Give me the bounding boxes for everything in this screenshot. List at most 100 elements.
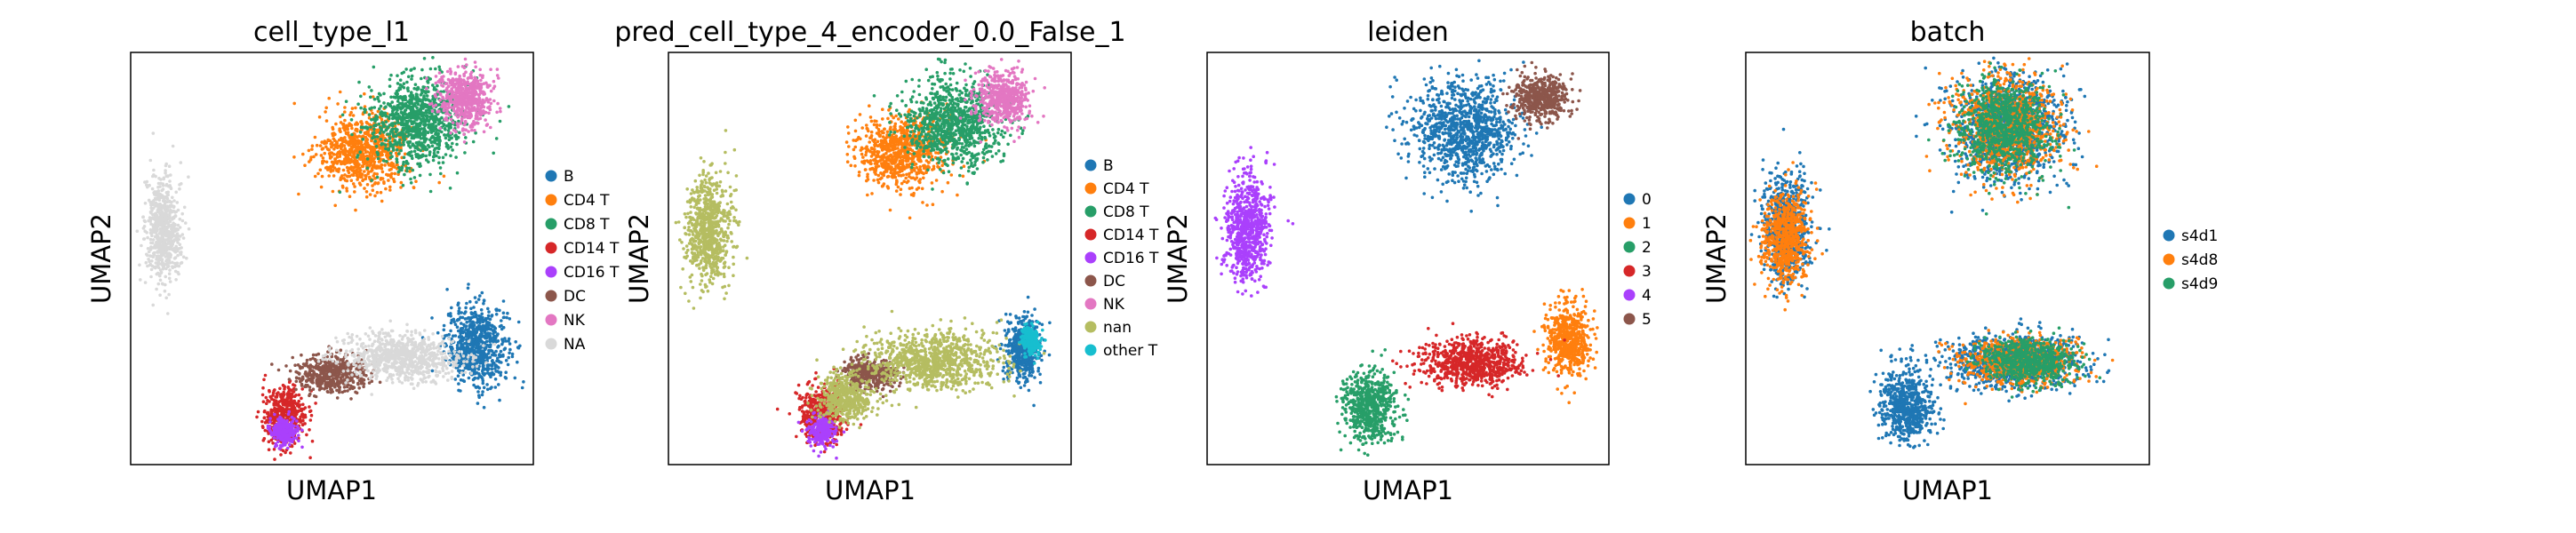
panel-title: cell_type_l1 bbox=[253, 17, 410, 48]
scatter-point bbox=[374, 145, 379, 148]
scatter-point bbox=[169, 173, 172, 177]
scatter-point bbox=[478, 321, 482, 325]
scatter-point bbox=[344, 131, 348, 136]
scatter-point bbox=[160, 210, 164, 214]
scatter-point bbox=[397, 152, 401, 155]
scatter-point bbox=[490, 367, 494, 371]
scatter-point bbox=[337, 390, 341, 394]
scatter-point bbox=[469, 96, 473, 100]
scatter-point bbox=[396, 147, 399, 152]
scatter-point bbox=[422, 57, 427, 60]
scatter-point bbox=[476, 122, 480, 125]
scatter-point bbox=[471, 139, 476, 144]
scatter-point bbox=[457, 312, 460, 315]
scatter-point bbox=[290, 394, 294, 399]
scatter-point bbox=[340, 137, 345, 140]
scatter-point bbox=[396, 140, 400, 145]
scatter-point bbox=[419, 164, 422, 168]
scatter-point bbox=[451, 121, 455, 124]
scatter-point bbox=[270, 362, 274, 366]
scatter-point bbox=[275, 407, 278, 411]
scatter-point bbox=[278, 415, 282, 419]
scatter-point bbox=[297, 192, 300, 196]
scatter-point bbox=[256, 410, 260, 414]
scatter-point bbox=[465, 320, 468, 324]
scatter-point bbox=[343, 118, 347, 123]
scatter-point bbox=[180, 219, 185, 223]
scatter-point bbox=[158, 203, 163, 208]
scatter-point bbox=[310, 147, 314, 151]
scatter-point bbox=[489, 89, 493, 93]
scatter-point bbox=[323, 378, 326, 382]
scatter-point bbox=[476, 390, 480, 394]
scatter-point bbox=[301, 402, 305, 407]
scatter-point bbox=[450, 348, 453, 353]
scatter-point bbox=[475, 300, 478, 305]
scatter-point bbox=[412, 67, 416, 70]
scatter-point bbox=[421, 131, 425, 135]
scatter-point bbox=[441, 80, 445, 84]
scatter-point bbox=[371, 145, 374, 149]
scatter-point bbox=[303, 385, 307, 389]
scatter-point bbox=[495, 68, 500, 71]
scatter-point bbox=[489, 68, 492, 71]
scatter-point bbox=[324, 110, 327, 114]
scatter-point bbox=[150, 259, 154, 263]
scatter-point bbox=[166, 229, 170, 234]
scatter-point bbox=[464, 306, 468, 310]
scatter-point bbox=[498, 398, 501, 402]
scatter-point bbox=[166, 241, 171, 245]
scatter-point bbox=[316, 382, 319, 386]
scatter-point bbox=[504, 359, 508, 362]
scatter-point bbox=[409, 91, 413, 94]
scatter-point bbox=[160, 250, 164, 253]
scatter-point bbox=[453, 334, 458, 338]
scatter-point bbox=[380, 128, 383, 132]
scatter-point bbox=[458, 369, 461, 373]
scatter-point bbox=[491, 323, 494, 328]
scatter-point bbox=[255, 415, 259, 419]
scatter-point bbox=[279, 453, 283, 457]
scatter-point bbox=[276, 404, 281, 408]
scatter-point bbox=[416, 162, 420, 166]
scatter-point bbox=[320, 140, 324, 144]
scatter-point bbox=[460, 311, 463, 314]
scatter-point bbox=[288, 369, 292, 373]
scatter-point bbox=[397, 86, 402, 90]
scatter-point bbox=[340, 162, 343, 166]
scatter-point bbox=[351, 141, 355, 146]
scatter-point bbox=[168, 268, 172, 272]
scatter-point bbox=[332, 174, 336, 178]
scatter-point bbox=[390, 171, 394, 176]
scatter-point bbox=[330, 387, 334, 392]
scatter-point bbox=[287, 423, 291, 426]
scatter-point bbox=[377, 99, 381, 103]
scatter-point bbox=[305, 378, 308, 383]
scatter-point bbox=[463, 111, 467, 115]
scatter-point bbox=[457, 317, 461, 322]
scatter-point bbox=[431, 140, 435, 144]
scatter-point bbox=[447, 332, 452, 337]
scatter-point bbox=[443, 127, 447, 131]
scatter-point bbox=[397, 115, 402, 118]
scatter-point bbox=[467, 115, 470, 119]
scatter-point bbox=[398, 78, 403, 82]
scatter-point bbox=[139, 278, 142, 282]
scatter-point bbox=[152, 245, 156, 249]
scatter-point bbox=[492, 335, 497, 338]
scatter-point bbox=[320, 174, 324, 179]
scatter-point bbox=[472, 323, 476, 327]
scatter-point bbox=[400, 165, 404, 170]
scatter-point bbox=[166, 226, 170, 229]
scatter-point bbox=[318, 168, 323, 172]
scatter-point bbox=[295, 419, 299, 423]
scatter-point bbox=[376, 156, 380, 161]
scatter-point bbox=[340, 139, 345, 144]
scatter-point bbox=[166, 190, 170, 195]
scatter-point bbox=[278, 386, 282, 391]
scatter-point bbox=[177, 237, 180, 242]
scatter-point bbox=[155, 190, 159, 194]
scatter-point bbox=[300, 353, 303, 357]
scatter-point bbox=[316, 352, 321, 356]
scatter-point bbox=[388, 185, 392, 189]
